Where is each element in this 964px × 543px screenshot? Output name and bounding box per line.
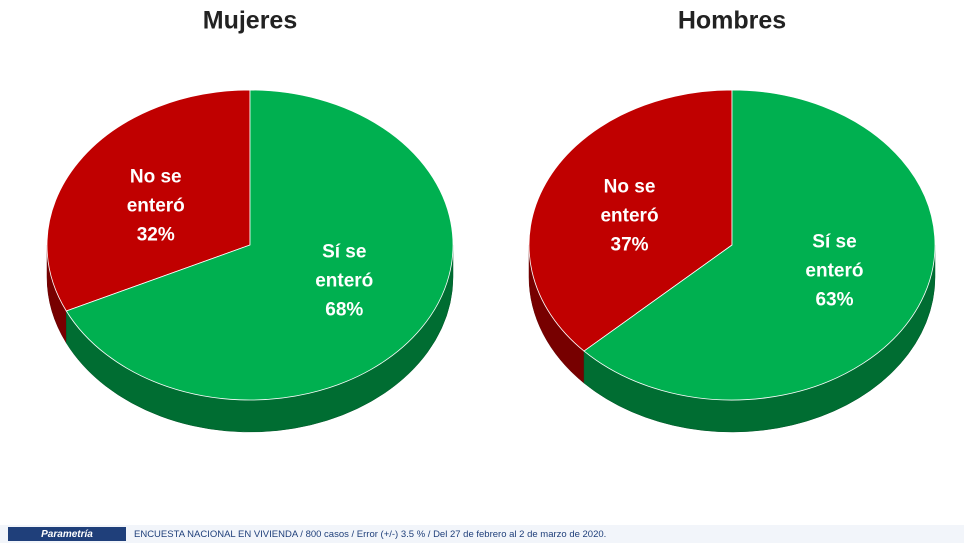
slice-category: No se enteró (600, 176, 658, 226)
chart-title: Mujeres (203, 7, 297, 35)
slice (65, 89, 454, 401)
slice (528, 89, 733, 352)
category-line: enteró (127, 196, 185, 217)
category-line: enteró (805, 261, 863, 282)
category-line: No se (604, 176, 656, 197)
category-line: No se (130, 167, 182, 188)
source-note: ENCUESTA NACIONAL EN VIVIENDA / 800 caso… (134, 529, 606, 540)
slice-value-label: 32% (137, 225, 175, 246)
slice-value-label: 68% (325, 299, 363, 320)
logo-box (8, 527, 126, 541)
category-line: Sí se (812, 232, 856, 253)
slice-category: Sí se enteró (805, 232, 863, 282)
category-line: enteró (600, 205, 658, 226)
slice-category: Sí se enteró (315, 241, 373, 291)
footer-bar (0, 525, 964, 543)
slice-category: No se enteró (127, 167, 185, 217)
slice (583, 89, 936, 401)
category-line: enteró (315, 270, 373, 291)
category-line: Sí se (322, 241, 366, 262)
slice-value-label: 37% (611, 234, 649, 255)
slice (46, 89, 251, 312)
chart-title: Hombres (678, 7, 786, 35)
slice-value-label: 63% (815, 290, 853, 311)
logo: Parametría (41, 529, 93, 540)
